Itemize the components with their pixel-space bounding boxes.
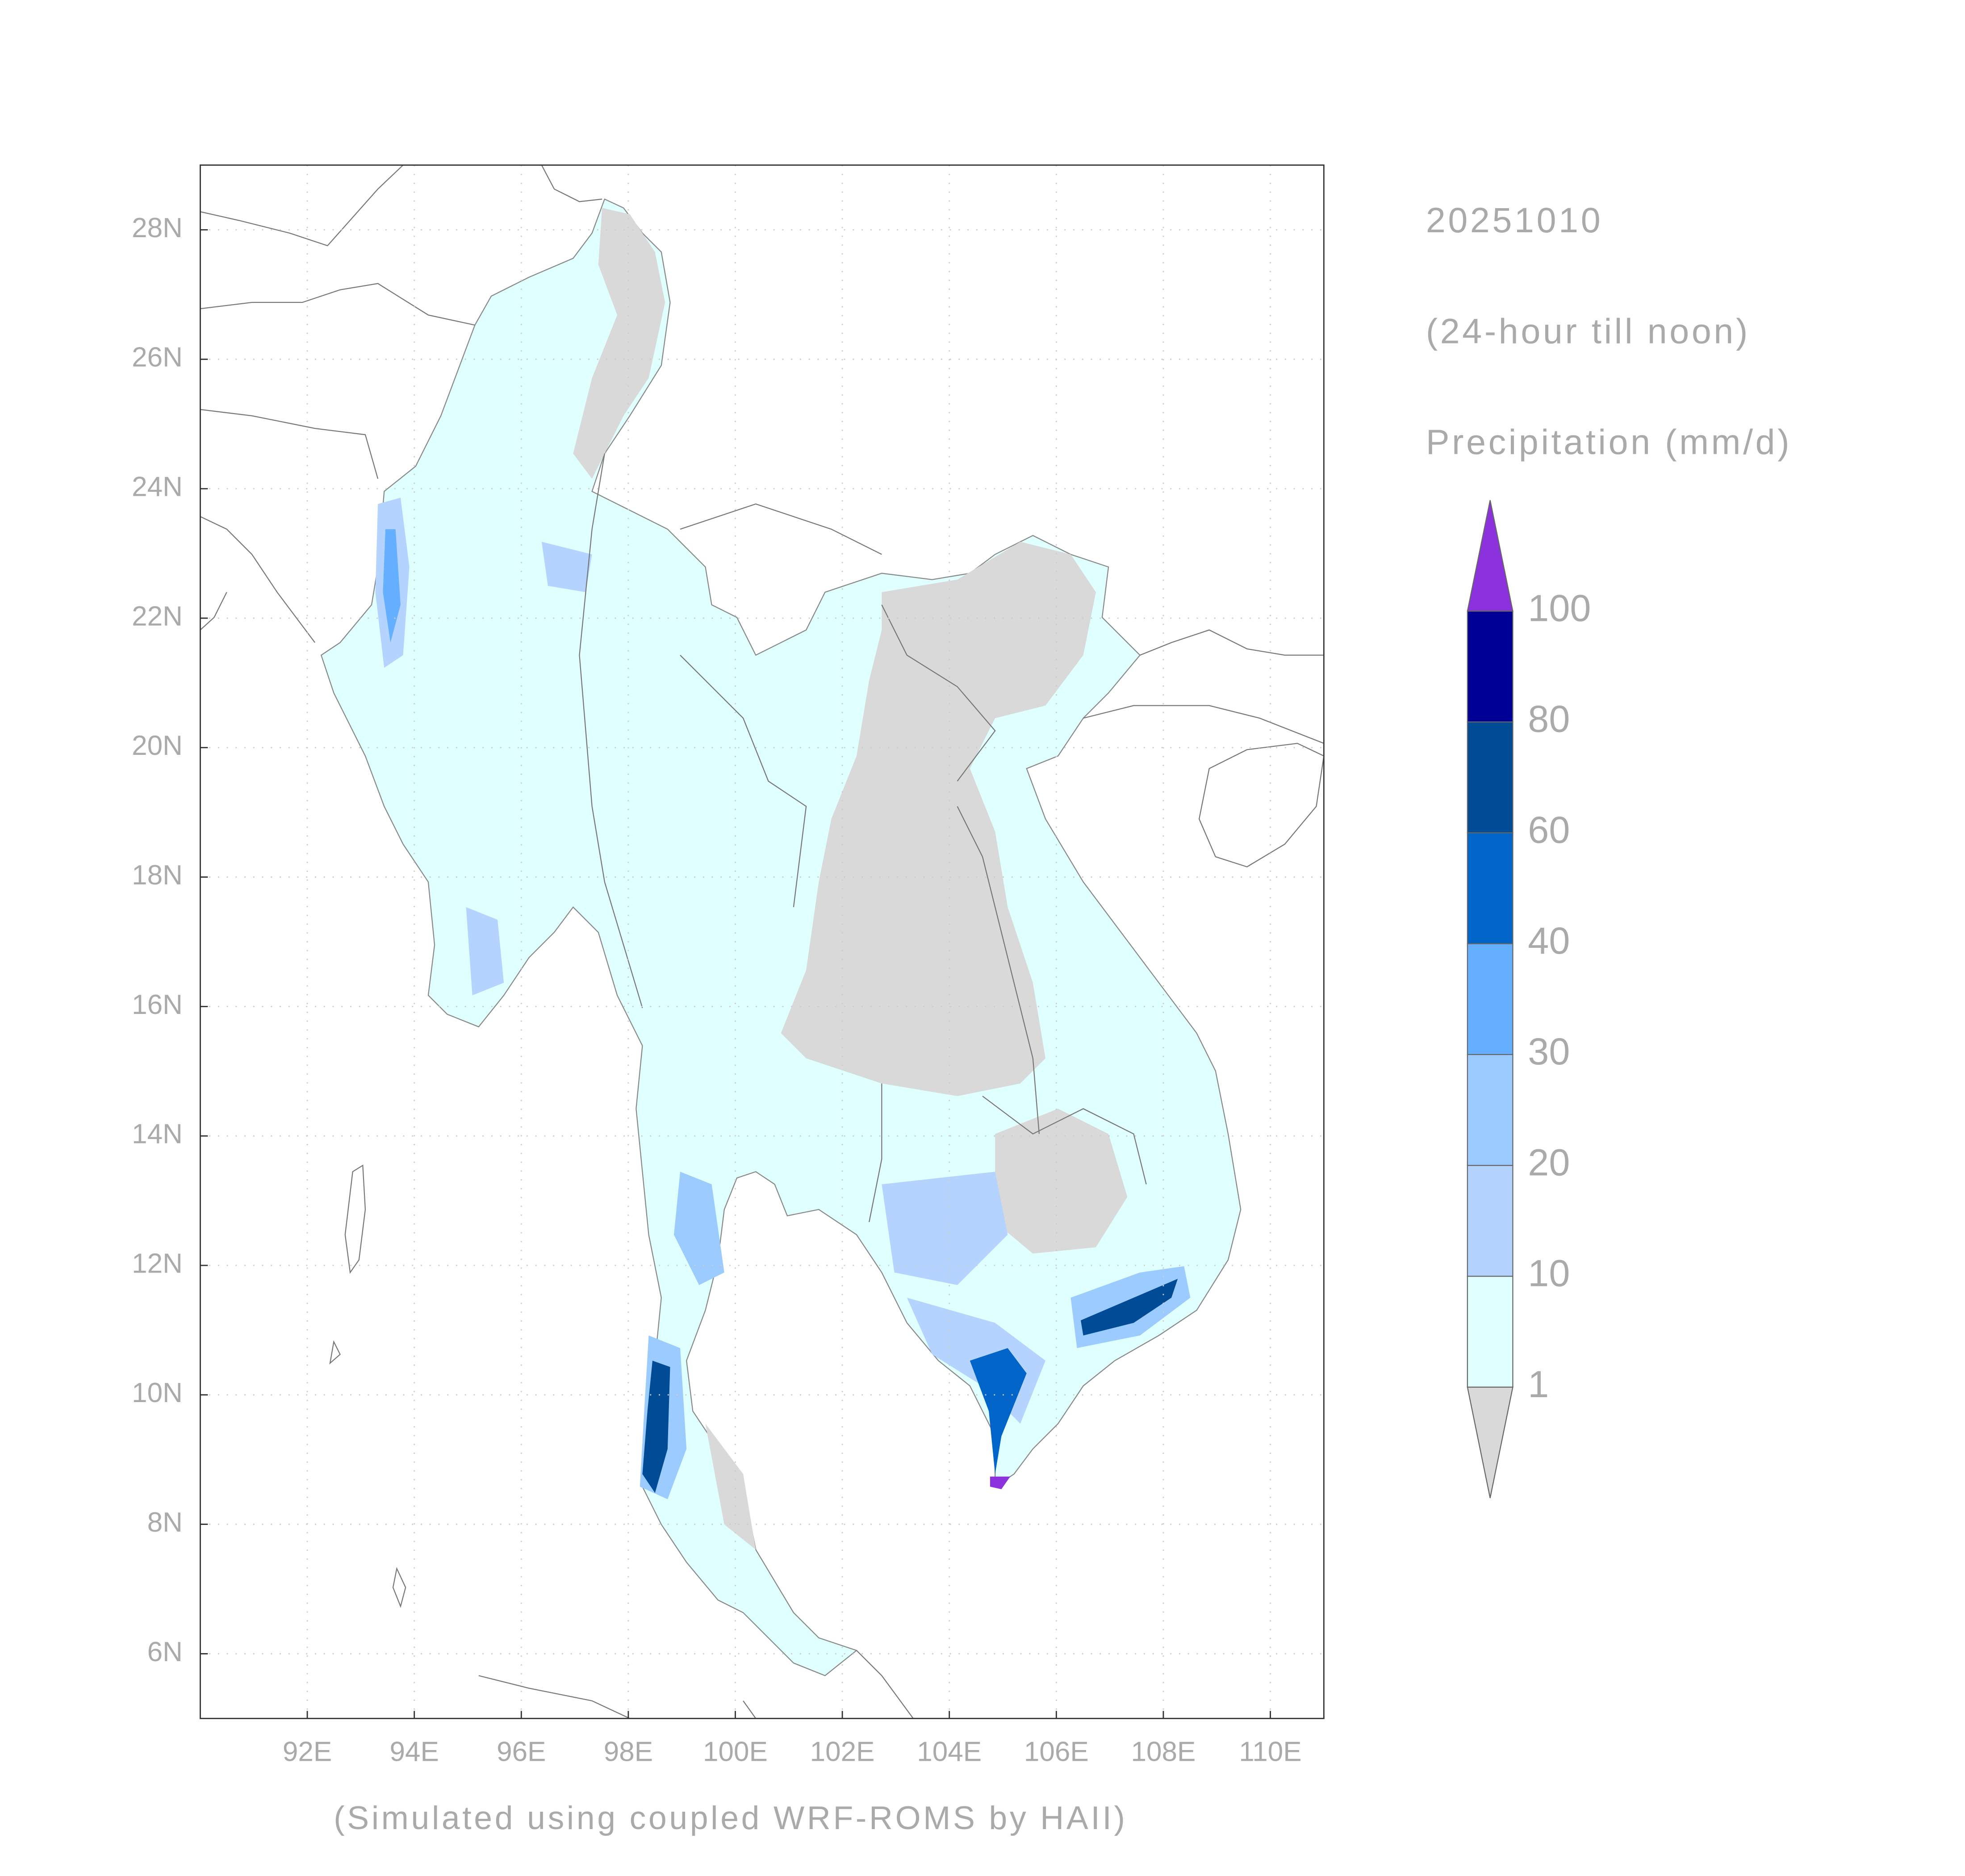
internal-borders bbox=[579, 453, 1147, 1223]
wet-area bbox=[466, 907, 504, 996]
x-tick-label: 104E bbox=[917, 1737, 982, 1767]
colorbar-bin bbox=[1467, 610, 1513, 723]
colorbar-label: 40 bbox=[1528, 919, 1570, 962]
x-tick-label: 102E bbox=[810, 1737, 875, 1767]
colorbar: 1 10 20 30 40 60 80 100 bbox=[1467, 500, 1591, 1498]
colorbar-label: 80 bbox=[1528, 698, 1570, 740]
period-label: (24-hour till noon) bbox=[1426, 311, 1750, 351]
dry-area bbox=[705, 1424, 756, 1550]
colorbar-bin bbox=[1467, 1276, 1513, 1388]
x-tick-label: 100E bbox=[703, 1737, 768, 1767]
colorbar-over bbox=[1467, 500, 1513, 612]
y-tick-label: 18N bbox=[132, 860, 183, 891]
date-label: 20251010 bbox=[1426, 201, 1603, 240]
graticule bbox=[200, 165, 1324, 1719]
colorbar-bin bbox=[1467, 832, 1513, 944]
y-tick-label: 22N bbox=[132, 601, 183, 632]
colorbar-label: 100 bbox=[1528, 586, 1591, 629]
x-tick-label: 94E bbox=[389, 1737, 439, 1767]
y-tick-label: 26N bbox=[132, 342, 183, 373]
axis-labels: 92E 94E 96E 98E 100E 102E 104E 106E 108E 110E 6N 8N… bbox=[132, 213, 1302, 1767]
wet-area bbox=[1081, 1278, 1178, 1336]
x-tick-label: 96E bbox=[497, 1737, 546, 1767]
y-tick-label: 10N bbox=[132, 1378, 183, 1408]
x-tick-label: 92E bbox=[283, 1737, 332, 1767]
dry-area bbox=[995, 1109, 1128, 1254]
y-tick-label: 28N bbox=[132, 213, 183, 243]
wet-area bbox=[970, 1348, 1027, 1474]
x-tick-label: 106E bbox=[1024, 1737, 1089, 1767]
plot-frame bbox=[200, 164, 1325, 1719]
colorbar-label: 10 bbox=[1528, 1252, 1570, 1294]
variable-label: Precipitation (mm/d) bbox=[1426, 423, 1792, 462]
y-tick-label: 12N bbox=[132, 1248, 183, 1279]
colorbar-label: 1 bbox=[1528, 1363, 1549, 1405]
y-tick-label: 16N bbox=[132, 989, 183, 1020]
extreme-area bbox=[990, 1476, 1011, 1489]
wet-area bbox=[383, 529, 401, 643]
wet-area bbox=[882, 1172, 1008, 1286]
dry-area bbox=[573, 208, 665, 479]
wet-area bbox=[673, 1172, 724, 1286]
wet-area bbox=[541, 541, 592, 592]
land bbox=[200, 164, 1325, 1719]
credit: (Simulated using coupled WRF-ROMS by HAI… bbox=[334, 1800, 1127, 1836]
colorbar-label: 30 bbox=[1528, 1030, 1570, 1072]
x-tick-label: 98E bbox=[604, 1737, 653, 1767]
malay-peninsula bbox=[478, 1650, 914, 1719]
y-tick-label: 20N bbox=[132, 730, 183, 761]
y-tick-label: 6N bbox=[147, 1637, 183, 1667]
colorbar-label: 20 bbox=[1528, 1141, 1570, 1183]
x-tick-label: 110E bbox=[1239, 1737, 1301, 1767]
colorbar-bin bbox=[1467, 1164, 1513, 1277]
y-tick-label: 14N bbox=[132, 1119, 183, 1150]
colorbar-label: 60 bbox=[1528, 808, 1570, 851]
coastline bbox=[200, 164, 1324, 744]
wet-area bbox=[642, 1361, 670, 1493]
hainan bbox=[1198, 743, 1325, 867]
colorbar-bin bbox=[1467, 943, 1513, 1055]
dry-area bbox=[781, 541, 1096, 1096]
colorbar-bin bbox=[1467, 721, 1513, 833]
y-tick-label: 8N bbox=[147, 1507, 183, 1538]
colorbar-bin bbox=[1467, 1054, 1513, 1166]
x-tick-label: 108E bbox=[1131, 1737, 1196, 1767]
y-tick-label: 24N bbox=[132, 472, 183, 502]
andaman-islands bbox=[329, 1164, 406, 1608]
